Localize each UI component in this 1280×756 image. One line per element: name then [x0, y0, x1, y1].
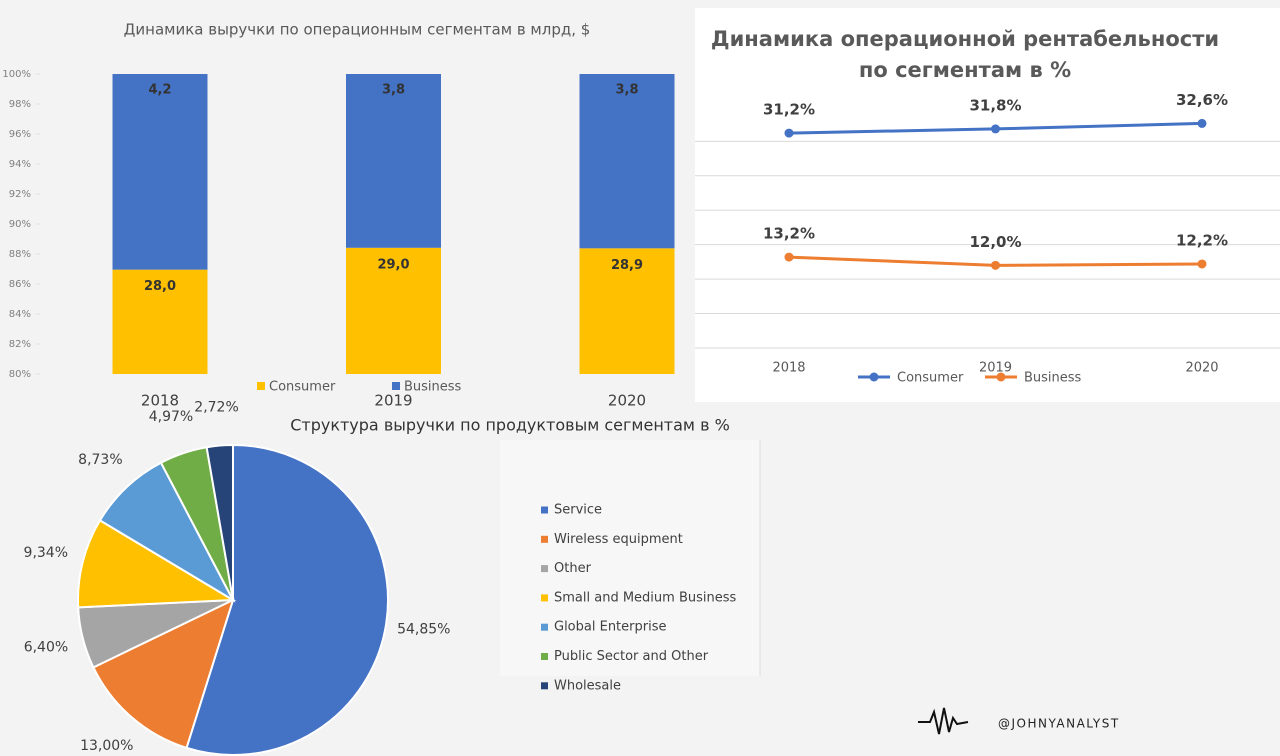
data-label: 8,73%: [78, 452, 122, 468]
data-label: 32,6%: [1176, 91, 1228, 109]
data-label: 3,8: [615, 83, 638, 98]
legend-swatch: [541, 565, 548, 573]
logo: [918, 707, 969, 735]
data-label: 29,0: [377, 257, 409, 272]
data-label: 3,8: [382, 83, 405, 98]
legend-swatch: [541, 682, 548, 690]
data-label: 28,9: [611, 258, 643, 273]
legend-label: Wholesale: [554, 678, 621, 693]
data-label: 2,72%: [194, 400, 238, 416]
data-label: 12,2%: [1176, 231, 1228, 249]
data-label: 54,85%: [397, 621, 450, 637]
marker: [1197, 118, 1207, 128]
y-tick-label: 84%: [9, 309, 31, 320]
legend-marker: [996, 372, 1006, 382]
data-label: 6,40%: [24, 639, 68, 655]
pie-slice: [77, 519, 237, 609]
legend-swatch: [392, 382, 400, 390]
data-label: 28,0: [144, 279, 176, 294]
legend-swatch: [541, 506, 548, 514]
x-tick-label: 2019: [979, 361, 1012, 376]
panel: [695, 8, 1280, 402]
marker: [991, 124, 1000, 134]
pie-slice: [205, 443, 234, 601]
legend-label: Consumer: [269, 380, 336, 395]
y-tick-label: 88%: [9, 249, 31, 260]
legend-marker: [869, 372, 879, 382]
watermark: @JOHNYANALYST: [998, 717, 1120, 731]
y-tick-label: 98%: [9, 99, 31, 110]
y-tick-label: 82%: [9, 339, 31, 350]
x-tick-label: 2018: [772, 361, 805, 376]
pie-slice: [92, 598, 235, 750]
marker: [784, 128, 794, 138]
legend-label: Service: [554, 503, 602, 518]
x-tick-label: 2020: [608, 392, 646, 410]
bar-segment: [112, 74, 208, 270]
data-label: 4,97%: [149, 409, 193, 425]
marker: [784, 252, 794, 262]
legend-label: Consumer: [897, 371, 964, 386]
bar-segment: [579, 248, 675, 374]
pie-slice: [185, 443, 389, 756]
y-tick-label: 96%: [9, 129, 31, 140]
legend-swatch: [541, 623, 548, 631]
chart-title: Динамика выручки по операционным сегмент…: [124, 21, 591, 39]
legend-label: Wireless equipment: [554, 532, 683, 547]
legend-label: Small and Medium Business: [554, 590, 736, 605]
legend-label: Public Sector and Other: [554, 649, 709, 664]
data-label: 31,2%: [763, 101, 815, 119]
legend-label: Global Enterprise: [554, 620, 666, 635]
data-label: 13,00%: [80, 738, 133, 754]
legend-swatch: [541, 653, 548, 660]
bar-segment: [346, 74, 441, 248]
y-tick-label: 100%: [2, 69, 31, 80]
legend-swatch: [257, 382, 265, 390]
marker: [1197, 259, 1207, 269]
data-label: 31,8%: [969, 96, 1021, 114]
bar-segment: [346, 247, 441, 374]
legend-panel: [500, 440, 760, 676]
y-tick-label: 86%: [9, 279, 31, 290]
y-tick-label: 90%: [9, 219, 31, 230]
data-label: 9,34%: [24, 545, 68, 561]
legend-label: Other: [554, 561, 592, 576]
data-label: 12,0%: [969, 233, 1021, 251]
legend-label: Business: [404, 380, 462, 395]
y-tick-label: 94%: [9, 159, 31, 170]
y-tick-label: 92%: [9, 189, 31, 200]
x-tick-label: 2020: [1185, 361, 1218, 376]
bar-segment: [112, 269, 208, 374]
legend-label: Business: [1024, 371, 1082, 386]
bar-segment: [579, 74, 675, 249]
chart-title: Структура выручки по продуктовым сегмент…: [290, 416, 730, 435]
y-tick-label: 80%: [9, 369, 31, 380]
chart-title: Динамика операционной рентабельности по …: [710, 27, 1220, 82]
legend-swatch: [541, 594, 548, 602]
data-label: 4,2: [148, 83, 171, 98]
legend-swatch: [541, 535, 548, 543]
data-label: 13,2%: [763, 225, 815, 243]
x-tick-label: 2019: [374, 392, 412, 410]
marker: [991, 260, 1000, 270]
pie-slice: [98, 461, 236, 603]
x-tick-label: 2018: [141, 392, 179, 410]
